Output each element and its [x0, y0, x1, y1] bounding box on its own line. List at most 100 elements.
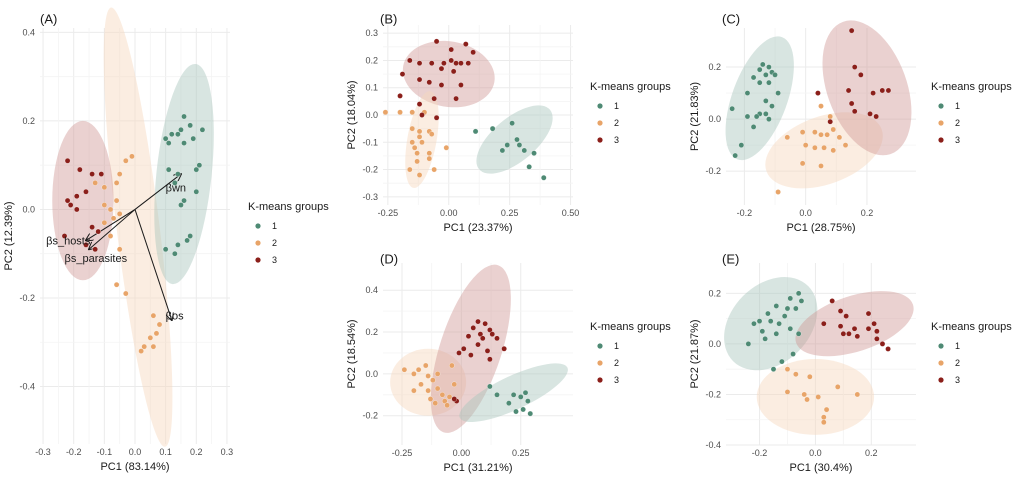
data-point-group-1 — [472, 128, 479, 135]
confidence-ellipse-group-3 — [795, 291, 914, 357]
data-point-group-3 — [858, 72, 864, 78]
data-point-group-2 — [425, 373, 431, 379]
y-tick-label: -0.2 — [362, 165, 378, 175]
x-tick-label: 0.2 — [190, 447, 203, 457]
data-point-group-3 — [448, 57, 454, 64]
legend-label: 3 — [955, 135, 960, 145]
data-point-group-2 — [129, 153, 135, 160]
data-point-group-2 — [138, 348, 144, 354]
data-point-group-2 — [784, 366, 791, 372]
loading-arrow — [134, 209, 172, 320]
data-point-group-1 — [178, 202, 184, 208]
data-point-group-3 — [465, 333, 472, 339]
y-tick-label: 0.2 — [22, 116, 35, 126]
data-point-group-1 — [750, 124, 757, 130]
data-point-group-3 — [865, 325, 872, 332]
data-point-group-2 — [426, 150, 433, 156]
legend-label: 1 — [272, 221, 277, 231]
confidence-ellipse-group-1 — [154, 63, 214, 285]
data-point-group-1 — [795, 331, 802, 337]
legend-key-group-1 — [597, 343, 603, 349]
legend: K-means groups 1 2 3 — [590, 81, 671, 145]
data-point-group-2 — [815, 394, 821, 400]
legend: K-means groups 1 2 3 — [248, 201, 329, 265]
data-point-group-1 — [787, 325, 794, 332]
data-point-group-2 — [422, 362, 429, 369]
x-tick-label: 0.25 — [501, 208, 519, 218]
legend: K-means groups 1 2 3 — [931, 81, 1012, 145]
data-point-group-2 — [830, 126, 837, 133]
data-point-group-3 — [475, 341, 481, 348]
data-point-group-3 — [416, 101, 423, 107]
data-point-group-2 — [107, 233, 114, 239]
data-point-group-3 — [61, 233, 68, 239]
x-tick-label: 0.0 — [129, 447, 142, 457]
x-axis-title: PC1 (30.4%) — [790, 462, 853, 474]
data-point-group-1 — [795, 290, 802, 297]
legend-key-group-2 — [597, 120, 603, 126]
data-point-group-1 — [510, 392, 517, 398]
data-point-group-2 — [411, 144, 418, 151]
data-point-group-3 — [848, 27, 855, 34]
data-point-group-3 — [465, 60, 472, 66]
data-point-group-1 — [175, 171, 181, 177]
data-point-group-2 — [416, 128, 423, 135]
data-point-group-2 — [836, 134, 843, 141]
data-point-group-2 — [414, 158, 420, 165]
data-point-group-1 — [196, 162, 203, 168]
data-point-group-1 — [787, 295, 794, 302]
data-point-group-1 — [504, 142, 510, 148]
data-point-group-2 — [409, 139, 415, 146]
y-tick-label: -0.1 — [362, 137, 378, 147]
data-point-group-1 — [181, 197, 187, 204]
data-point-group-2 — [818, 131, 824, 138]
data-point-group-1 — [175, 242, 181, 248]
panel-label: (E) — [722, 252, 739, 267]
data-point-group-1 — [729, 105, 735, 112]
data-point-group-1 — [762, 336, 768, 342]
data-point-group-2 — [397, 109, 403, 116]
data-point-group-1 — [193, 188, 200, 195]
data-point-group-1 — [781, 313, 788, 319]
y-tick-label: 0.0 — [22, 204, 35, 214]
data-point-group-2 — [784, 389, 791, 395]
data-point-group-2 — [842, 142, 849, 148]
y-tick-label: 0.2 — [708, 62, 721, 72]
data-point-group-2 — [101, 184, 108, 191]
data-point-group-1 — [798, 298, 805, 304]
data-point-group-3 — [89, 171, 95, 177]
data-point-group-1 — [772, 72, 778, 78]
data-point-group-2 — [446, 394, 453, 400]
panel-label: (D) — [380, 252, 398, 267]
data-point-group-1 — [522, 389, 529, 396]
data-point-group-3 — [428, 60, 435, 66]
data-point-group-1 — [775, 90, 781, 96]
data-point-group-2 — [426, 155, 433, 162]
data-point-group-2 — [414, 150, 420, 156]
legend-key-group-3 — [597, 377, 603, 383]
y-tick-label: -0.4 — [19, 381, 35, 391]
arrow-label: βs_hosts — [46, 235, 91, 247]
x-tick-label: 0.2 — [861, 208, 874, 218]
data-point-group-2 — [441, 398, 448, 404]
data-point-group-3 — [501, 346, 507, 352]
data-point-group-3 — [865, 310, 872, 317]
data-point-group-2 — [793, 371, 799, 377]
data-point-group-2 — [444, 402, 450, 409]
y-tick-label: -0.3 — [362, 192, 378, 202]
data-point-group-2 — [449, 362, 455, 369]
data-point-group-2 — [818, 163, 824, 169]
data-point-group-1 — [769, 103, 775, 109]
data-point-group-1 — [779, 358, 785, 365]
data-point-group-1 — [756, 79, 763, 86]
data-point-group-3 — [74, 193, 80, 199]
data-point-group-2 — [382, 109, 389, 116]
confidence-ellipse-group-2 — [103, 7, 173, 447]
data-point-group-1 — [509, 120, 515, 126]
data-point-group-3 — [83, 188, 89, 195]
y-tick-label: 0.1 — [365, 83, 378, 93]
data-point-group-2 — [432, 400, 438, 406]
data-point-group-2 — [434, 371, 441, 377]
y-tick-label: 0.0 — [708, 339, 721, 349]
data-point-group-2 — [123, 158, 129, 164]
